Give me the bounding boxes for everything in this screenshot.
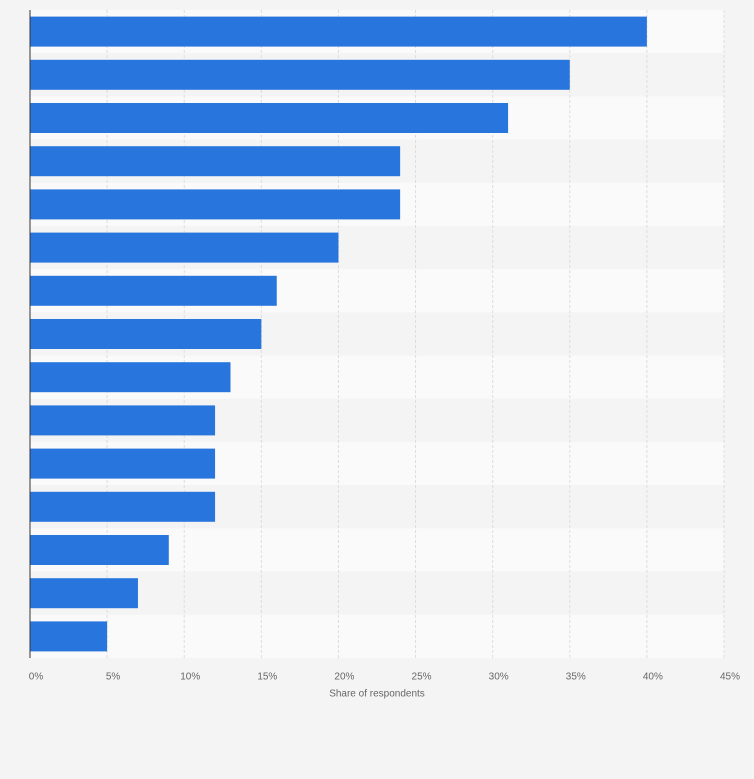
x-tick-label: 40% xyxy=(643,672,663,683)
bar xyxy=(30,59,570,90)
x-axis-label: Share of respondents xyxy=(329,689,425,700)
x-tick-label: 45% xyxy=(720,672,740,683)
bar xyxy=(30,491,216,522)
bar xyxy=(30,448,216,479)
bar xyxy=(30,578,138,609)
row-band xyxy=(30,571,724,615)
x-tick-label: 15% xyxy=(257,672,277,683)
bar xyxy=(30,146,401,177)
x-tick-label: 25% xyxy=(412,672,432,683)
x-tick-label: 0% xyxy=(29,672,44,683)
bar xyxy=(30,362,231,393)
bar xyxy=(30,319,262,349)
bar xyxy=(30,16,647,47)
bar xyxy=(30,103,509,133)
x-tick-label: 30% xyxy=(489,672,509,683)
bar xyxy=(30,232,339,263)
x-tick-label: 20% xyxy=(334,672,354,683)
x-tick-label: 5% xyxy=(106,672,121,683)
bar xyxy=(30,621,108,652)
x-tick-label: 35% xyxy=(566,672,586,683)
bar xyxy=(30,275,277,306)
bar xyxy=(30,535,169,565)
row-band xyxy=(30,614,724,658)
bar xyxy=(30,405,216,436)
x-tick-label: 10% xyxy=(180,672,200,683)
bar xyxy=(30,189,401,220)
